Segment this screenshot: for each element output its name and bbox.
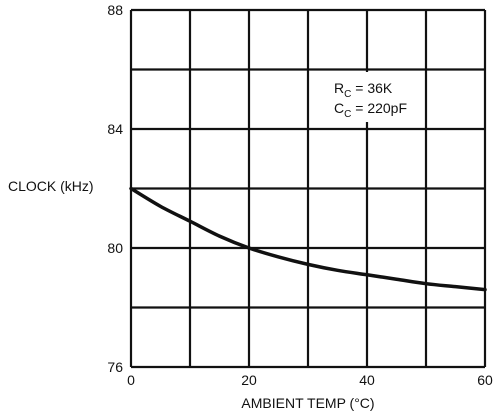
annotation-rc: RC = 36K xyxy=(334,80,393,100)
annotation-cc: CC = 220pF xyxy=(334,100,407,120)
y-tick-label: 80 xyxy=(107,240,123,256)
y-axis-label: CLOCK (kHz) xyxy=(8,178,94,194)
x-axis-label: AMBIENT TEMP (°C) xyxy=(241,395,374,411)
x-tick-label: 60 xyxy=(477,372,493,388)
clock-curve xyxy=(129,186,487,292)
y-tick-label: 84 xyxy=(107,121,123,137)
grid xyxy=(129,8,487,369)
y-tick-label: 76 xyxy=(107,359,123,375)
tick-labels: 0 20 40 60 76 80 84 88 xyxy=(107,2,493,388)
annotation-box xyxy=(312,72,422,122)
x-tick-label: 40 xyxy=(359,372,375,388)
y-tick-label: 88 xyxy=(107,2,123,18)
x-tick-label: 0 xyxy=(127,372,135,388)
x-tick-label: 20 xyxy=(241,372,257,388)
